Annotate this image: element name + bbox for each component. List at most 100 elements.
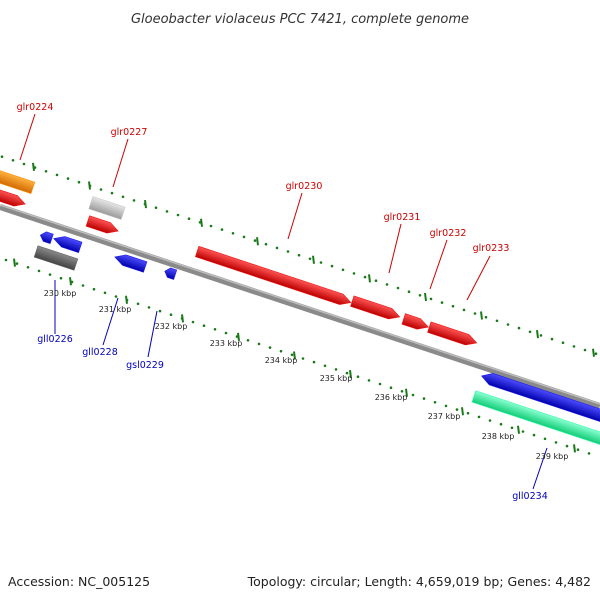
track-dot bbox=[554, 441, 558, 444]
tick-label: 239 kbp bbox=[536, 452, 569, 461]
gene-glr0233[interactable] bbox=[427, 321, 479, 348]
gene-label-glr0232[interactable]: glr0232 bbox=[430, 228, 467, 239]
leader-line bbox=[112, 138, 129, 188]
gene-features bbox=[0, 167, 600, 450]
track-dot bbox=[114, 295, 118, 298]
track-dot bbox=[532, 433, 536, 437]
gene-glr0232[interactable] bbox=[401, 313, 430, 333]
gene-blue-b[interactable] bbox=[480, 370, 600, 427]
track-dot bbox=[48, 273, 52, 276]
gene-label-glr0227[interactable]: glr0227 bbox=[111, 127, 148, 138]
gene-label-glr0231[interactable]: glr0231 bbox=[384, 212, 421, 223]
gene-glr0231-shape bbox=[350, 295, 401, 320]
gene-glr0232-shape bbox=[401, 313, 429, 330]
track-tick bbox=[349, 369, 352, 379]
track-dot bbox=[77, 180, 81, 184]
track-dot bbox=[389, 386, 393, 390]
genome-backbone bbox=[0, 204, 600, 409]
tick-label: 231 kbp bbox=[99, 305, 132, 314]
track-dot bbox=[312, 360, 316, 364]
track-dot bbox=[202, 324, 206, 328]
track-dot bbox=[99, 188, 103, 191]
track-dot bbox=[462, 308, 466, 312]
track-dot bbox=[0, 155, 4, 158]
track-dot bbox=[297, 253, 301, 257]
track-dot bbox=[374, 279, 378, 283]
gene-blue-small-a[interactable] bbox=[39, 230, 54, 245]
track-dot bbox=[440, 301, 444, 304]
gene-glr0227-shape bbox=[85, 215, 119, 234]
track-dot bbox=[286, 250, 290, 253]
gene-teal-shape bbox=[471, 390, 600, 450]
gene-blue-a-shape bbox=[53, 236, 83, 254]
tick-label: 235 kbp bbox=[320, 374, 353, 383]
gene-gsl0229[interactable] bbox=[163, 267, 178, 280]
gene-teal[interactable] bbox=[471, 390, 600, 450]
track-dot bbox=[561, 341, 565, 345]
track-dot bbox=[473, 312, 477, 315]
track-dot bbox=[55, 173, 59, 177]
gene-label-gll0234[interactable]: gll0234 bbox=[512, 491, 548, 502]
track-dot bbox=[356, 375, 360, 379]
gene-glr0230-shape bbox=[195, 245, 352, 305]
leader-line bbox=[388, 223, 402, 274]
gene-glr0227[interactable] bbox=[85, 215, 120, 237]
gene-red-a[interactable] bbox=[0, 188, 27, 210]
track-dot bbox=[576, 448, 580, 452]
track-dot bbox=[92, 287, 96, 291]
track-dot bbox=[433, 401, 437, 404]
track-dot bbox=[495, 319, 499, 323]
gene-label-glr0233[interactable]: glr0233 bbox=[473, 243, 510, 254]
track-dot bbox=[594, 352, 598, 356]
track-dot bbox=[169, 313, 173, 317]
gene-label-gll0226[interactable]: gll0226 bbox=[37, 334, 73, 345]
track-dot bbox=[268, 346, 272, 349]
track-dot bbox=[400, 390, 404, 393]
track-tick bbox=[200, 218, 203, 227]
track-dot bbox=[26, 266, 30, 269]
gene-gray-light[interactable] bbox=[88, 196, 126, 220]
gene-gll0226[interactable] bbox=[33, 245, 79, 271]
track-dot bbox=[528, 330, 532, 334]
leader-line bbox=[287, 192, 303, 240]
track-tick bbox=[237, 332, 240, 342]
track-dot bbox=[264, 242, 268, 246]
track-tick bbox=[69, 277, 72, 286]
gene-label-gsl0229[interactable]: gsl0229 bbox=[126, 360, 164, 371]
track-tick bbox=[368, 274, 371, 283]
track-dot bbox=[367, 379, 371, 382]
leader-line bbox=[102, 297, 119, 346]
gene-glr0231[interactable] bbox=[350, 295, 402, 322]
track-dot bbox=[550, 337, 554, 341]
track-dot bbox=[59, 276, 63, 280]
gene-gray-light-shape bbox=[88, 196, 126, 220]
gene-glr0230[interactable] bbox=[195, 245, 352, 307]
track-dot bbox=[499, 422, 503, 426]
track-dot bbox=[231, 232, 235, 235]
track-dot bbox=[176, 213, 180, 217]
gene-gll0228[interactable] bbox=[113, 252, 148, 273]
track-tick bbox=[256, 237, 259, 246]
gene-blue-a[interactable] bbox=[52, 233, 83, 254]
track-dot bbox=[22, 162, 26, 166]
leader-line bbox=[466, 255, 491, 301]
track-dot bbox=[37, 269, 41, 273]
track-dot bbox=[477, 415, 481, 419]
track-tick bbox=[424, 292, 427, 302]
track-dot bbox=[565, 444, 569, 448]
track-dot bbox=[323, 364, 327, 368]
track-dot bbox=[165, 210, 169, 213]
track-dot bbox=[488, 419, 492, 422]
gene-orange[interactable] bbox=[0, 167, 36, 195]
track-dot bbox=[572, 345, 576, 348]
track-dot bbox=[444, 404, 448, 408]
gene-label-gll0228[interactable]: gll0228 bbox=[82, 347, 118, 358]
track-dot bbox=[510, 426, 514, 430]
track-dot bbox=[220, 228, 224, 231]
track-tick bbox=[32, 162, 35, 172]
gene-label-glr0230[interactable]: glr0230 bbox=[286, 181, 323, 192]
track-dot bbox=[158, 309, 162, 313]
gene-label-glr0224[interactable]: glr0224 bbox=[17, 102, 54, 113]
track-dot bbox=[330, 264, 334, 268]
